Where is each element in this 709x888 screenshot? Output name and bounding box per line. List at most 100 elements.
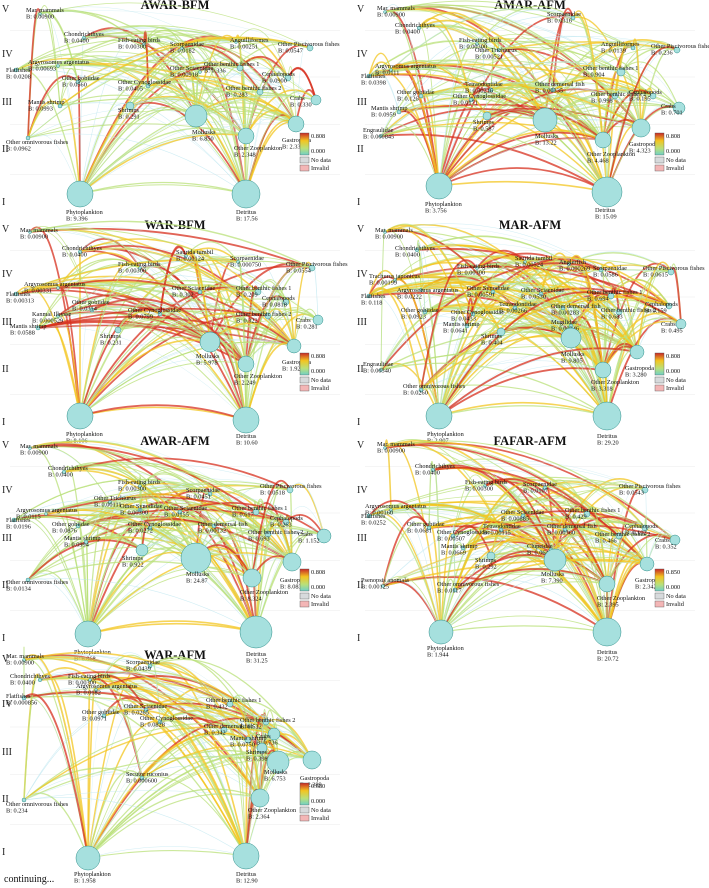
- group-node: [675, 318, 687, 330]
- flow-link: [149, 662, 161, 723]
- group-name: Chondrichthyes: [48, 465, 88, 472]
- legend-max: 0.808: [311, 353, 325, 360]
- flow-link: [145, 705, 249, 741]
- flow-link: [117, 317, 211, 343]
- group-node: [21, 695, 27, 701]
- flow-link: [89, 669, 275, 735]
- group-node: [61, 469, 67, 475]
- group-biomass: B: 3.756: [425, 208, 447, 215]
- flow-link: [63, 465, 89, 635]
- group-node: [583, 510, 591, 518]
- flow-link: [368, 66, 604, 141]
- flow-link: [149, 506, 215, 529]
- group-name: Crabs: [661, 103, 676, 110]
- group-name: Mar. mammals: [26, 7, 64, 14]
- flow-link: [466, 298, 474, 327]
- flow-link: [27, 560, 253, 581]
- group-node: [383, 230, 387, 234]
- group-node: [538, 291, 544, 297]
- flow-link: [420, 44, 634, 97]
- flow-link: [295, 39, 311, 125]
- group-biomass: B: 13.22: [535, 140, 557, 147]
- flow-link: [89, 674, 147, 711]
- flow-link: [79, 404, 247, 421]
- flow-link: [179, 507, 253, 579]
- trophic-level-label: II: [357, 144, 364, 155]
- flow-link: [398, 88, 654, 113]
- group-biomass: B: 0.617: [232, 512, 254, 519]
- panel-title: AWAR-AFM: [140, 434, 210, 448]
- flow-link: [117, 319, 247, 365]
- group-biomass: B: 0.0222: [397, 294, 422, 301]
- group-node: [108, 500, 112, 504]
- flow-link: [420, 302, 620, 391]
- flow-link: [237, 258, 247, 421]
- group-name: Other Zooplankton: [587, 151, 636, 158]
- group-node: [615, 308, 623, 316]
- flow-link: [23, 658, 89, 859]
- flow-link: [416, 244, 608, 417]
- group-name: Other Sciaenidae: [164, 505, 207, 512]
- flow-link: [159, 312, 247, 421]
- flow-link: [199, 285, 247, 365]
- trophic-level-label: II: [2, 580, 9, 591]
- group-name: Other gobiidae: [397, 89, 435, 96]
- flow-link: [438, 317, 468, 417]
- flow-link: [239, 58, 289, 79]
- group-biomass: B: 0.0876: [52, 528, 77, 535]
- flow-link: [181, 44, 261, 93]
- flow-link: [39, 669, 105, 717]
- group-name: Other Sciaenidae: [521, 287, 564, 294]
- flow-link: [79, 339, 295, 417]
- group-name: Crabs: [661, 321, 676, 328]
- group-biomass: B: 1.944: [427, 652, 450, 659]
- group-node: [242, 568, 262, 588]
- group-biomass: B: 0.342: [204, 730, 226, 737]
- group-biomass: B: 0.00524: [515, 262, 544, 269]
- flow-link: [23, 691, 225, 731]
- trophic-level-label: I: [2, 633, 5, 644]
- flow-link: [267, 523, 293, 563]
- flow-link: [368, 269, 396, 297]
- flow-link: [223, 723, 261, 799]
- group-node: [264, 530, 272, 538]
- group-biomass: B: 0.00251: [230, 44, 258, 51]
- flow-link: [23, 726, 275, 801]
- group-biomass: B: 0.0111: [375, 70, 399, 77]
- flow-link: [384, 10, 616, 97]
- group-biomass: B: 0.00360: [547, 530, 575, 537]
- flow-link: [602, 306, 620, 371]
- legend-max: 0.808: [311, 569, 325, 576]
- group-node: [101, 713, 107, 719]
- group-name: Fish-eating birds: [457, 263, 500, 270]
- group-name: Other omnivorous fishes: [6, 139, 69, 146]
- flow-link: [418, 24, 608, 193]
- group-name: Detritus: [597, 649, 618, 656]
- flow-link: [13, 514, 143, 551]
- legend-invalid-label: Invalid: [311, 601, 330, 608]
- group-node: [426, 525, 432, 531]
- flow-link: [540, 290, 608, 417]
- group-name: Crabs: [290, 95, 305, 102]
- flow-link: [486, 85, 554, 117]
- flow-link: [614, 87, 642, 129]
- group-name: Other Piscivorous fishes: [286, 261, 348, 268]
- flow-link: [79, 62, 241, 195]
- group-node: [28, 446, 32, 450]
- flow-link: [87, 849, 247, 859]
- group-name: Kanmal Ilbysse: [32, 311, 72, 318]
- flow-link: [620, 66, 680, 109]
- group-name: Other Cynoglossidae: [128, 521, 181, 528]
- flow-link: [390, 59, 654, 97]
- group-node: [286, 486, 294, 494]
- flow-link: [79, 103, 131, 195]
- group-biomass: B: 0.322: [236, 318, 258, 325]
- group-node: [308, 264, 316, 272]
- flow-link: [79, 36, 237, 195]
- group-node: [630, 45, 636, 51]
- group-biomass: B: 0.00300: [68, 680, 96, 687]
- flow-link: [398, 10, 574, 113]
- group-node: [147, 663, 153, 669]
- group-node: [488, 87, 494, 93]
